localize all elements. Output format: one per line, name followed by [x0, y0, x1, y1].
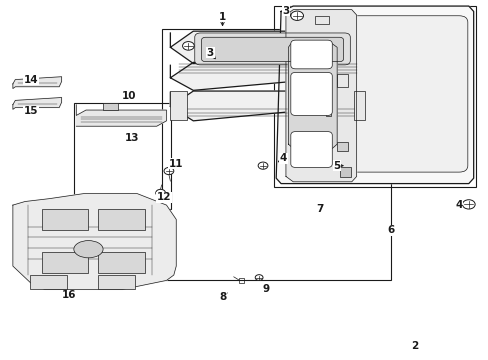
Bar	[353, 91, 365, 121]
Bar	[336, 74, 347, 87]
Polygon shape	[13, 77, 61, 89]
Text: 9: 9	[263, 284, 269, 294]
Bar	[170, 91, 187, 121]
Circle shape	[258, 162, 267, 169]
Text: 1: 1	[219, 12, 226, 22]
FancyBboxPatch shape	[290, 40, 331, 69]
Bar	[74, 103, 171, 209]
Bar	[42, 252, 88, 273]
Bar	[98, 209, 144, 230]
Bar	[339, 167, 350, 177]
Polygon shape	[288, 44, 336, 148]
Bar	[238, 278, 244, 283]
Text: 11: 11	[169, 159, 183, 169]
Polygon shape	[170, 62, 365, 90]
Circle shape	[255, 275, 263, 280]
Text: 6: 6	[386, 225, 394, 235]
FancyBboxPatch shape	[201, 37, 343, 62]
Text: 15: 15	[23, 106, 38, 116]
FancyBboxPatch shape	[290, 132, 331, 167]
Text: 5: 5	[333, 161, 340, 171]
Bar	[98, 252, 144, 273]
Polygon shape	[276, 6, 473, 184]
Polygon shape	[170, 31, 365, 63]
Bar	[336, 142, 347, 151]
Text: 3: 3	[206, 48, 214, 58]
Text: 7: 7	[316, 204, 323, 214]
Text: 2: 2	[411, 341, 418, 351]
Polygon shape	[76, 105, 166, 126]
Polygon shape	[13, 98, 61, 109]
Text: 4: 4	[454, 200, 462, 210]
Bar	[30, 275, 66, 289]
FancyBboxPatch shape	[290, 72, 331, 116]
Bar	[326, 111, 330, 116]
Ellipse shape	[74, 240, 103, 258]
Polygon shape	[170, 91, 365, 121]
Text: 4: 4	[279, 153, 286, 163]
Bar	[315, 16, 328, 24]
Bar	[161, 30, 390, 280]
Circle shape	[182, 41, 194, 50]
Text: 3: 3	[282, 6, 289, 16]
Bar	[273, 6, 475, 187]
Text: 8: 8	[219, 292, 226, 302]
Text: 16: 16	[61, 291, 76, 301]
FancyBboxPatch shape	[347, 16, 467, 172]
Bar	[42, 209, 88, 230]
Circle shape	[462, 200, 474, 209]
FancyBboxPatch shape	[194, 33, 349, 65]
Polygon shape	[285, 10, 356, 182]
Text: 10: 10	[122, 91, 136, 101]
Polygon shape	[13, 194, 176, 289]
Bar	[103, 103, 118, 110]
Text: 12: 12	[157, 192, 171, 202]
Bar	[98, 275, 135, 289]
Circle shape	[290, 11, 303, 21]
Circle shape	[156, 189, 165, 197]
Text: 13: 13	[125, 133, 139, 143]
Circle shape	[163, 167, 173, 175]
Text: 14: 14	[23, 75, 38, 85]
